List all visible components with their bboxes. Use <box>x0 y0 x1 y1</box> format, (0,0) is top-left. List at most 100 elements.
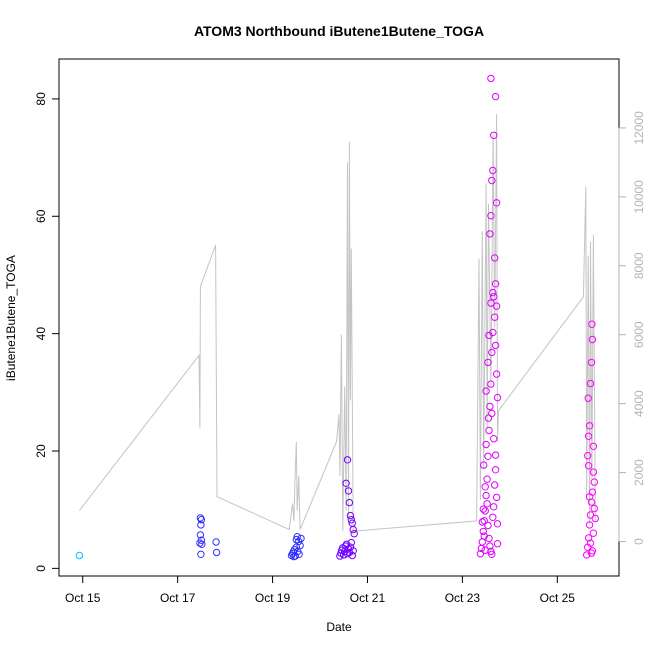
data-point <box>476 550 485 558</box>
data-point <box>585 422 594 430</box>
data-point <box>198 540 206 548</box>
data-point <box>485 534 493 543</box>
y2-tick-label: 12000 <box>632 111 646 145</box>
data-point <box>293 533 301 541</box>
data-point <box>589 442 598 450</box>
data-point <box>491 313 499 321</box>
scatter-points-layer <box>75 74 599 561</box>
data-point <box>484 414 493 422</box>
data-point <box>493 540 502 548</box>
data-point <box>487 74 495 83</box>
x-axis: Oct 15 Oct 17 Oct 19 Oct 21 Oct 23 Oct 25 <box>65 575 576 605</box>
data-point <box>488 409 496 418</box>
data-point <box>196 531 205 539</box>
data-point <box>347 516 355 524</box>
data-point <box>348 551 356 560</box>
data-point <box>297 534 305 543</box>
altitude-line <box>79 114 596 532</box>
data-point <box>588 335 597 344</box>
data-point <box>586 379 595 388</box>
data-point <box>478 518 486 526</box>
data-point <box>492 199 501 207</box>
data-point <box>346 511 355 520</box>
data-point <box>349 525 357 534</box>
data-point <box>480 532 488 540</box>
y2-tick-label: 6000 <box>632 321 646 348</box>
data-point <box>584 534 593 542</box>
data-point <box>212 538 220 546</box>
y-axis-left: 0 20 40 60 80 <box>34 92 60 572</box>
data-point <box>488 550 496 558</box>
data-point <box>590 504 598 513</box>
data-point <box>491 280 500 288</box>
data-point <box>481 546 489 554</box>
chart-title: ATOM3 Northbound iButene1Butene_TOGA <box>194 23 484 39</box>
data-point <box>489 166 497 175</box>
data-point <box>290 552 298 561</box>
data-point <box>482 440 490 449</box>
data-point <box>345 498 354 507</box>
x-tick-label: Oct 17 <box>160 591 196 605</box>
y2-tick-label: 4000 <box>632 390 646 417</box>
data-point <box>480 461 488 469</box>
y2-tick-label: 0 <box>632 538 646 545</box>
data-point <box>482 491 490 500</box>
data-point <box>587 358 596 367</box>
data-point <box>586 539 595 547</box>
data-point <box>490 435 498 443</box>
data-point <box>589 468 598 476</box>
data-point <box>343 550 352 558</box>
data-point <box>589 529 598 537</box>
x-tick-label: Oct 15 <box>65 591 101 605</box>
data-point <box>586 511 595 519</box>
data-point <box>485 426 493 435</box>
y-tick-label: 60 <box>34 209 48 223</box>
data-point <box>585 521 594 529</box>
y2-tick-label: 2000 <box>632 459 646 486</box>
data-point <box>491 254 499 262</box>
data-point <box>491 451 500 459</box>
data-point <box>196 514 205 522</box>
data-point <box>584 394 592 402</box>
data-point <box>587 498 596 506</box>
data-point <box>489 288 497 297</box>
data-point <box>490 503 498 511</box>
plot-area <box>58 58 620 577</box>
data-point <box>490 131 498 140</box>
x-tick-label: Oct 23 <box>445 591 481 605</box>
data-point <box>481 483 489 491</box>
data-point <box>493 393 502 402</box>
data-point <box>344 487 353 495</box>
data-point <box>484 358 492 367</box>
data-point <box>292 535 300 544</box>
data-point <box>489 513 497 521</box>
data-point <box>197 550 205 558</box>
data-point <box>350 530 358 538</box>
data-point <box>585 493 594 501</box>
x-tick-label: Oct 21 <box>350 591 386 605</box>
data-point <box>483 500 491 508</box>
data-point <box>486 542 494 550</box>
y2-tick-label: 8000 <box>632 252 646 279</box>
data-point <box>590 478 598 486</box>
data-point <box>484 452 492 460</box>
x-tick-label: Oct 19 <box>255 591 291 605</box>
data-point <box>491 481 499 489</box>
y-axis-right: 0 2000 4000 6000 8000 10000 12000 <box>618 111 646 545</box>
data-point <box>584 462 593 470</box>
data-point <box>479 505 487 513</box>
data-point <box>490 293 498 301</box>
x-axis-label: Date <box>326 620 352 634</box>
y2-tick-label: 10000 <box>632 180 646 214</box>
data-point <box>492 370 501 378</box>
data-point <box>488 348 496 357</box>
data-point <box>487 547 495 556</box>
data-point <box>342 479 350 487</box>
data-point <box>486 230 494 238</box>
data-point <box>491 466 500 474</box>
data-point <box>482 387 490 395</box>
data-point <box>349 547 357 555</box>
data-point <box>587 549 596 557</box>
x-tick-label: Oct 25 <box>540 591 576 605</box>
